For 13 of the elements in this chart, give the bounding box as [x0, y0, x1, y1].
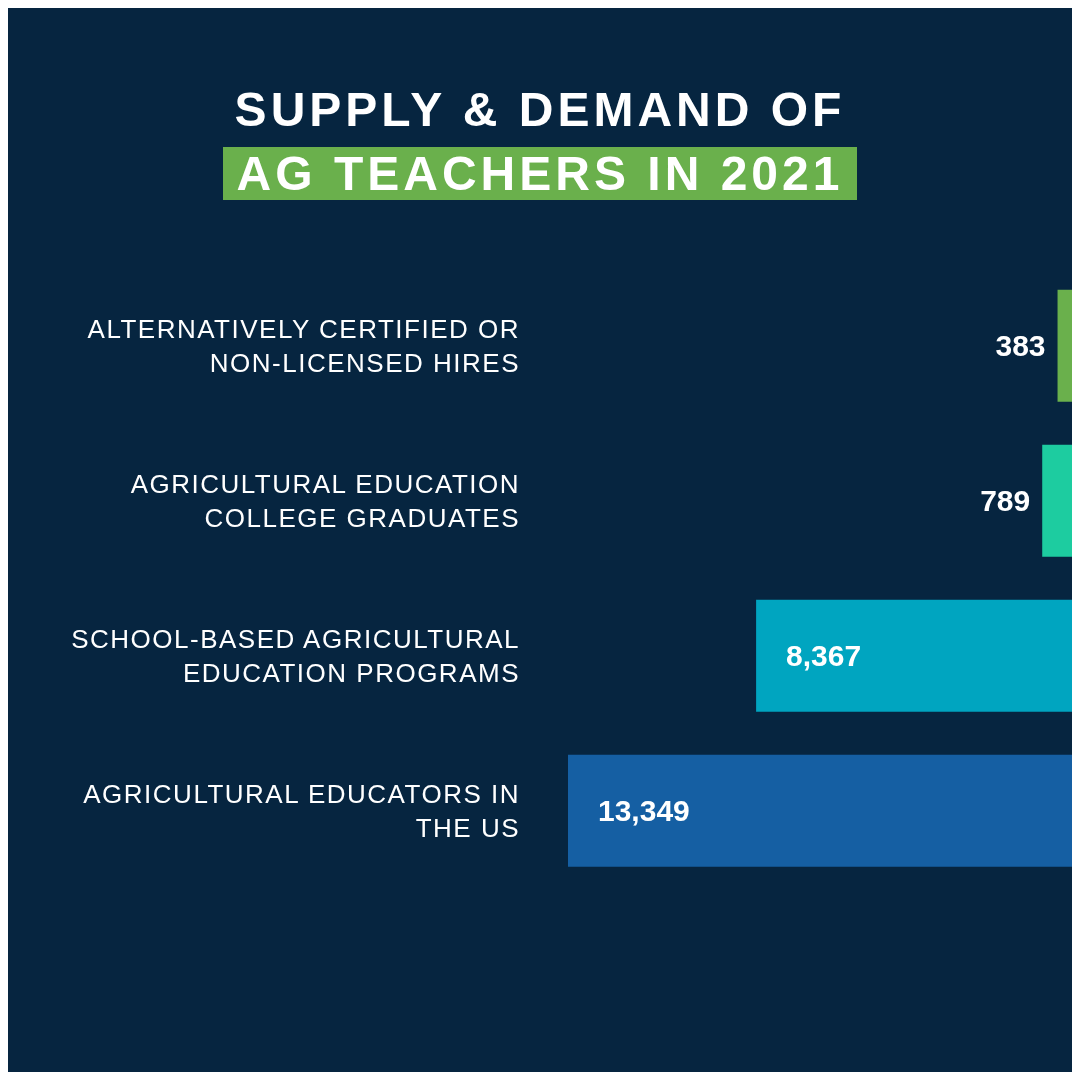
data-label: 13,349	[598, 794, 690, 828]
chart-title: SUPPLY & DEMAND OF AG TEACHERS IN 2021	[233, 83, 847, 200]
data-label: 383	[995, 329, 1046, 363]
data-label: 8,367	[786, 639, 862, 673]
y-tick-label: AGRICULTURAL EDUCATION COLLEGE GRADUATES	[130, 468, 520, 533]
bar	[568, 754, 1072, 867]
bar	[1057, 289, 1072, 402]
y-tick-label: AGRICULTURAL EDUCATORS IN THE US	[83, 778, 520, 843]
data-label: 789	[980, 484, 1031, 518]
bar	[1042, 444, 1072, 557]
bar	[756, 599, 1072, 712]
y-tick-label: SCHOOL-BASED AGRICULTURAL EDUCATION PROGRAMS	[71, 623, 520, 688]
y-tick-label: ALTERNATIVELY CERTIFIED OR NON-LICENSED HIRES	[87, 313, 520, 378]
